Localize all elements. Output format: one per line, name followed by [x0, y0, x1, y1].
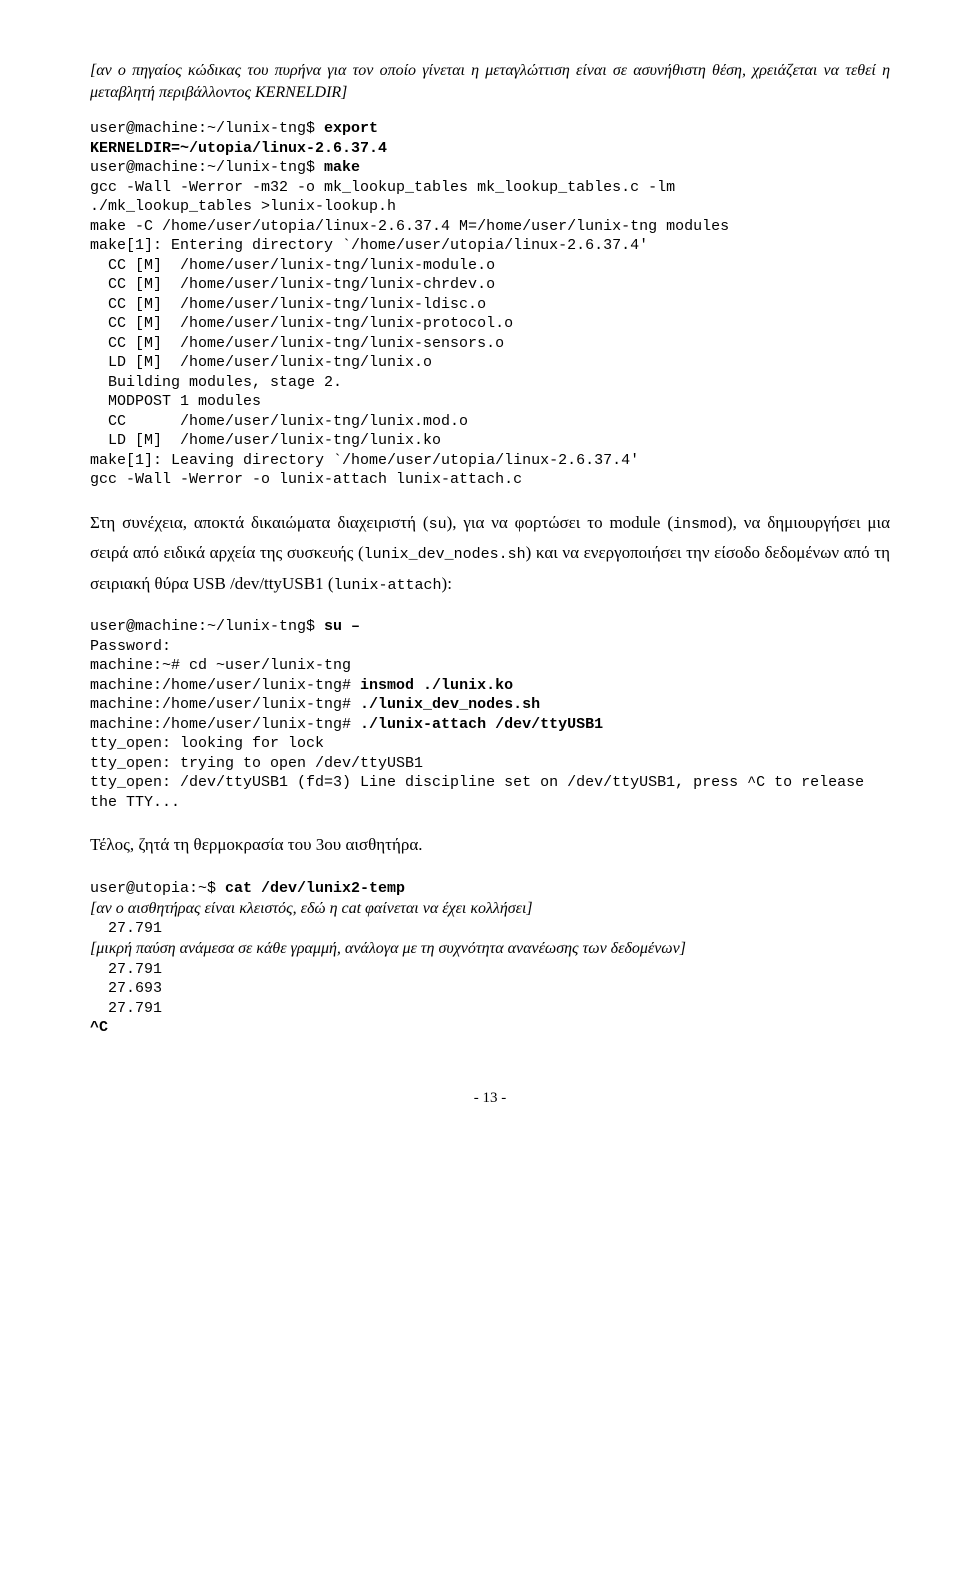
prose-2: Τέλος, ζητά τη θερμοκρασία του 3ου αισθη… [90, 830, 890, 861]
out: Password: [90, 638, 171, 655]
out: CC /home/user/lunix-tng/lunix.mod.o [90, 413, 468, 430]
prompt: machine:/home/user/lunix-tng# [90, 716, 360, 733]
out: make[1]: Entering directory `/home/user/… [90, 237, 648, 254]
out: tty_open: looking for lock [90, 735, 324, 752]
note-2: [μικρή παύση ανάμεσα σε κάθε γραμμή, ανά… [90, 940, 686, 957]
ctrl-c: ^C [90, 1019, 108, 1036]
prose-1: Στη συνέχεια, αποκτά δικαιώματα διαχειρι… [90, 508, 890, 600]
out: Building modules, stage 2. [90, 374, 342, 391]
out: make[1]: Leaving directory `/home/user/u… [90, 452, 639, 469]
out: CC [M] /home/user/lunix-tng/lunix-module… [90, 257, 495, 274]
cmd-export: export [324, 120, 378, 137]
cmd-kerneldir: KERNELDIR=~/utopia/linux-2.6.37.4 [90, 140, 387, 157]
out: LD [M] /home/user/lunix-tng/lunix.ko [90, 432, 441, 449]
out: 27.693 [90, 980, 162, 997]
out: ./mk_lookup_tables >lunix-lookup.h [90, 198, 396, 215]
out: tty_open: trying to open /dev/ttyUSB1 [90, 755, 423, 772]
cmd-make: make [324, 159, 360, 176]
out: gcc -Wall -Werror -o lunix-attach lunix-… [90, 471, 522, 488]
prompt: user@machine:~/lunix-tng$ [90, 159, 324, 176]
terminal-block-2: user@machine:~/lunix-tng$ su – Password:… [90, 617, 890, 812]
prompt: user@utopia:~$ [90, 880, 225, 897]
out: make -C /home/user/utopia/linux-2.6.37.4… [90, 218, 729, 235]
prompt: user@machine:~/lunix-tng$ [90, 618, 324, 635]
terminal-block-1: user@machine:~/lunix-tng$ export KERNELD… [90, 119, 890, 490]
prompt: machine:/home/user/lunix-tng# [90, 696, 360, 713]
prompt: user@machine:~/lunix-tng$ [90, 120, 324, 137]
cmd-cat: cat /dev/lunix2-temp [225, 880, 405, 897]
out: CC [M] /home/user/lunix-tng/lunix-chrdev… [90, 276, 495, 293]
out: tty_open: /dev/ttyUSB1 (fd=3) Line disci… [90, 774, 873, 811]
out: machine:~# cd ~user/lunix-tng [90, 657, 351, 674]
cmd-insmod: insmod ./lunix.ko [360, 677, 513, 694]
out: CC [M] /home/user/lunix-tng/lunix-ldisc.… [90, 296, 486, 313]
out: MODPOST 1 modules [90, 393, 261, 410]
out: 27.791 [90, 1000, 162, 1017]
out: CC [M] /home/user/lunix-tng/lunix-protoc… [90, 315, 513, 332]
out: 27.791 [90, 961, 162, 978]
out: CC [M] /home/user/lunix-tng/lunix-sensor… [90, 335, 504, 352]
page-number: - 13 - [90, 1088, 890, 1108]
out: 27.791 [90, 920, 162, 937]
intro-note: [αν ο πηγαίος κώδικας του πυρήνα για τον… [90, 60, 890, 103]
cmd-su: su – [324, 618, 360, 635]
out: gcc -Wall -Werror -m32 -o mk_lookup_tabl… [90, 179, 675, 196]
cmd-devnodes: ./lunix_dev_nodes.sh [360, 696, 540, 713]
prompt: machine:/home/user/lunix-tng# [90, 677, 360, 694]
terminal-block-3: user@utopia:~$ cat /dev/lunix2-temp [αν … [90, 879, 890, 1038]
out: LD [M] /home/user/lunix-tng/lunix.o [90, 354, 432, 371]
note-1: [αν ο αισθητήρας είναι κλειστός, εδώ η c… [90, 900, 533, 917]
cmd-attach: ./lunix-attach /dev/ttyUSB1 [360, 716, 603, 733]
